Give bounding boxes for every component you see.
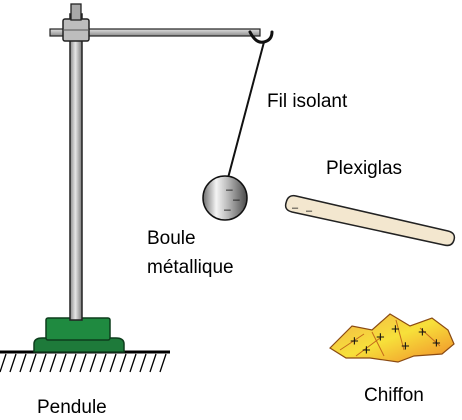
stand-base	[33, 317, 125, 353]
ground	[0, 350, 170, 373]
cloth-charge-6: +	[418, 324, 427, 341]
label-pendule: Pendule	[37, 397, 107, 418]
metal-ball: – – –	[202, 175, 248, 221]
label-chiffon: Chiffon	[364, 385, 424, 406]
label-fil-isolant: Fil isolant	[267, 91, 348, 112]
cloth-charge-5: +	[401, 338, 410, 355]
cloth-charge-1: +	[350, 333, 359, 350]
cloth: + + + + + + +	[329, 313, 455, 363]
stand-clamp	[62, 3, 90, 42]
label-boule: Boule	[147, 228, 196, 249]
ball-charge-1: –	[226, 182, 233, 196]
rod-charge-1: –	[292, 202, 299, 214]
label-plexiglas: Plexiglas	[326, 158, 403, 179]
stand-pole	[69, 13, 83, 321]
cloth-charge-7: +	[432, 335, 441, 352]
ball-charge-2: –	[233, 192, 240, 206]
insulating-thread	[227, 41, 265, 179]
cloth-charge-2: +	[362, 342, 371, 359]
label-metallique: métallique	[147, 257, 234, 278]
cloth-charge-4: +	[391, 321, 400, 338]
plexiglas-rod: – –	[284, 194, 456, 247]
ball-charge-3: –	[224, 202, 231, 216]
cloth-charge-3: +	[376, 329, 385, 346]
rod-charge-2: –	[306, 205, 313, 217]
stand-arm	[49, 28, 261, 37]
